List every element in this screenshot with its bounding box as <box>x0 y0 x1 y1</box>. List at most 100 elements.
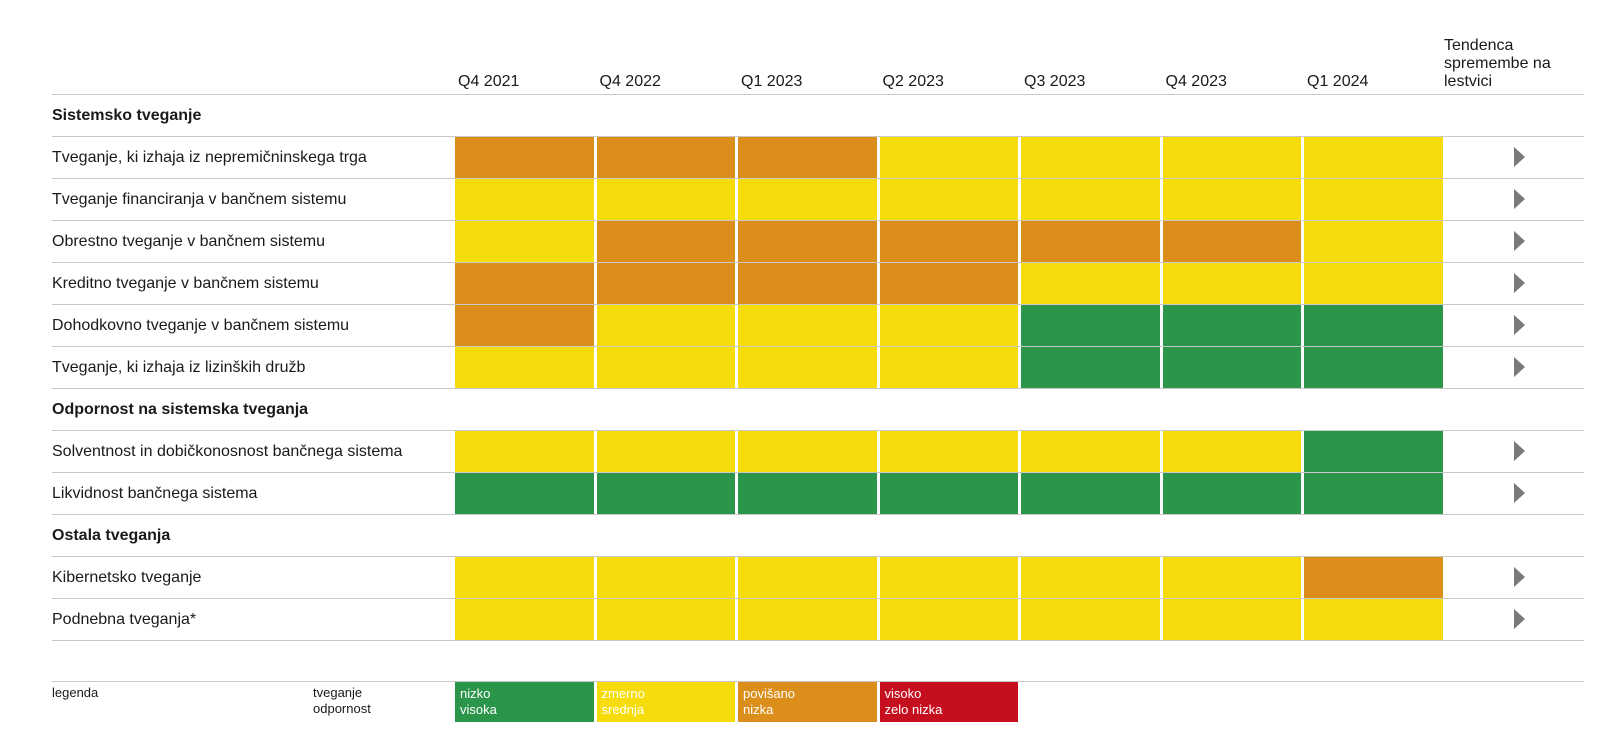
row-label: Tveganje, ki izhaja iz lizinških družb <box>52 359 306 376</box>
heatmap-cell <box>738 305 877 346</box>
heatmap-cell <box>596 347 735 388</box>
heatmap-cell <box>596 221 735 262</box>
row-rule <box>52 262 1584 263</box>
heatmap-cell <box>1304 599 1443 640</box>
section-title: Ostala tveganja <box>52 527 171 544</box>
heatmap-cell <box>596 557 735 598</box>
heatmap-cell <box>596 599 735 640</box>
heatmap-cell <box>455 473 594 514</box>
legend-risk-label: tveganje <box>313 685 363 700</box>
column-header: Q1 2024 <box>1307 73 1369 90</box>
heatmap-cell <box>1021 347 1160 388</box>
trend-right-arrow-icon <box>1514 147 1525 167</box>
row-rule <box>52 178 1584 179</box>
heatmap-cell <box>879 347 1018 388</box>
heatmap-cell <box>1304 473 1443 514</box>
heatmap-cell <box>596 263 735 304</box>
row-label: Kibernetsko tveganje <box>52 569 202 586</box>
row-label: Solventnost in dobičkonosnost bančnega s… <box>52 443 403 460</box>
legend-item-low: nizko visoka <box>455 682 594 722</box>
trend-right-arrow-icon <box>1514 441 1525 461</box>
heatmap-cell <box>1021 431 1160 472</box>
heatmap-cell <box>879 305 1018 346</box>
legend-item-elevated: povišano nizka <box>738 682 877 722</box>
trend-right-arrow-icon <box>1514 609 1525 629</box>
heatmap-cell <box>1162 137 1301 178</box>
heatmap-cell <box>879 557 1018 598</box>
legend-item-medium: zmerno srednja <box>596 682 735 722</box>
heatmap-cell <box>455 347 594 388</box>
row-rule <box>52 640 1584 641</box>
heatmap-cell <box>455 179 594 220</box>
trend-right-arrow-icon <box>1514 357 1525 377</box>
heatmap-cell <box>738 179 877 220</box>
heatmap-cell <box>738 263 877 304</box>
heatmap-cell <box>879 179 1018 220</box>
row-label: Likvidnost bančnega sistema <box>52 485 258 502</box>
heatmap-cell <box>596 179 735 220</box>
heatmap-cell <box>1021 221 1160 262</box>
trend-right-arrow-icon <box>1514 273 1525 293</box>
legend-item-resilience-text: nizka <box>743 702 774 717</box>
column-header: Q4 2022 <box>599 73 661 90</box>
heatmap-cell <box>738 473 877 514</box>
row-rule <box>52 346 1584 347</box>
heatmap-cell <box>596 137 735 178</box>
legend-item-risk-text: visoko <box>884 686 922 701</box>
trend-right-arrow-icon <box>1514 315 1525 335</box>
legend-item-resilience-text: zelo nizka <box>884 702 943 717</box>
heatmap-cell <box>738 221 877 262</box>
heatmap-cell <box>455 431 594 472</box>
row-rule <box>52 556 1584 557</box>
heatmap-cell <box>879 221 1018 262</box>
column-header: Q1 2023 <box>741 73 803 90</box>
heatmap-cell <box>1162 305 1301 346</box>
heatmap-cell <box>455 137 594 178</box>
heatmap-cell <box>596 305 735 346</box>
row-rule <box>52 472 1584 473</box>
heatmap-cell <box>1162 179 1301 220</box>
heatmap-cell <box>879 263 1018 304</box>
heatmap-cell <box>1304 347 1443 388</box>
legend-item-risk-text: povišano <box>743 686 796 701</box>
heatmap-cell <box>879 599 1018 640</box>
heatmap-cell <box>1304 305 1443 346</box>
legend-item-risk-text: nizko <box>460 686 491 701</box>
legend-resilience-label: odpornost <box>313 701 371 716</box>
heatmap-cell <box>596 431 735 472</box>
heatmap-cell <box>596 473 735 514</box>
heatmap-cell <box>1021 599 1160 640</box>
heatmap-cell <box>1304 557 1443 598</box>
heatmap-cell <box>738 347 877 388</box>
legend-item-risk-text: zmerno <box>601 686 645 701</box>
heatmap-cell <box>1021 137 1160 178</box>
header-rule <box>52 94 1584 95</box>
column-header: Q3 2023 <box>1024 73 1086 90</box>
heatmap-cell <box>1021 557 1160 598</box>
heatmap-cell <box>879 137 1018 178</box>
legend-title: legenda <box>52 685 99 700</box>
heatmap-cell <box>455 305 594 346</box>
heatmap-cell <box>1304 263 1443 304</box>
column-header: Q2 2023 <box>882 73 944 90</box>
trend-right-arrow-icon <box>1514 483 1525 503</box>
heatmap-cell <box>1304 179 1443 220</box>
trend-right-arrow-icon <box>1514 567 1525 587</box>
heatmap-cell <box>455 263 594 304</box>
heatmap-cell <box>1021 179 1160 220</box>
row-rule <box>52 430 1584 431</box>
heatmap-cell <box>455 599 594 640</box>
heatmap-cell <box>1304 137 1443 178</box>
row-rule <box>52 388 1584 389</box>
row-rule <box>52 220 1584 221</box>
heatmap-cell <box>455 221 594 262</box>
section-title: Odpornost na sistemska tveganja <box>52 401 309 418</box>
heatmap-cell <box>1304 221 1443 262</box>
heatmap-cell <box>1021 473 1160 514</box>
heatmap-cell <box>1021 305 1160 346</box>
row-rule <box>52 514 1584 515</box>
heatmap-cell <box>1162 431 1301 472</box>
column-header: Q4 2021 <box>458 73 520 90</box>
column-header: Q4 2023 <box>1165 73 1227 90</box>
row-rule <box>52 136 1584 137</box>
